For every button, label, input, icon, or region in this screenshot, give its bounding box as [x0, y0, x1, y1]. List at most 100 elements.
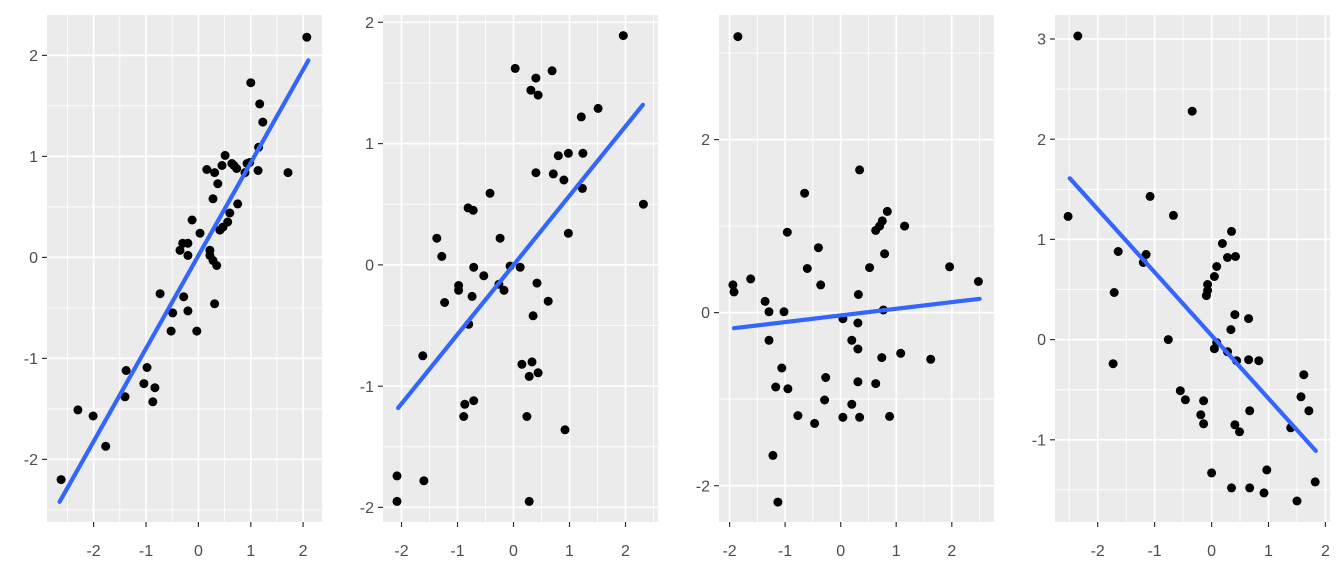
data-point: [543, 296, 553, 306]
y-tick-label: 2: [365, 15, 374, 32]
y-tick-label: 2: [1037, 132, 1046, 149]
data-point: [900, 221, 910, 231]
data-point: [813, 243, 823, 253]
data-point: [1113, 247, 1123, 256]
data-point: [246, 78, 256, 88]
data-point: [258, 117, 268, 127]
plot-area: [47, 15, 322, 522]
data-point: [1227, 226, 1236, 236]
data-point: [560, 425, 570, 435]
data-point: [1209, 272, 1219, 281]
data-point: [121, 366, 131, 375]
data-point: [515, 262, 525, 272]
data-point: [531, 73, 541, 83]
x-tick-label: 2: [299, 543, 308, 560]
data-point: [1230, 420, 1240, 430]
data-point: [524, 371, 534, 381]
data-point: [768, 450, 778, 460]
data-point: [215, 225, 225, 235]
x-tick-label: 0: [509, 543, 518, 560]
data-point: [1262, 465, 1272, 475]
data-point: [871, 379, 881, 389]
data-point: [192, 326, 202, 336]
y-tick-label: 0: [701, 305, 710, 322]
x-tick-label: -2: [394, 543, 408, 560]
y-tick-label: -2: [24, 452, 38, 469]
y-tick-label: 1: [29, 149, 38, 166]
data-point: [1199, 396, 1209, 406]
y-tick-label: 1: [365, 136, 374, 153]
data-point: [183, 238, 193, 248]
data-point: [202, 165, 212, 174]
data-point: [485, 188, 495, 198]
data-point: [302, 32, 312, 42]
data-point: [1254, 356, 1264, 366]
data-point: [225, 208, 235, 218]
data-point: [865, 263, 875, 273]
data-point: [1141, 250, 1151, 259]
data-point: [432, 233, 442, 243]
data-point: [1199, 419, 1209, 429]
scatter-panel-near-zero: -2 -1 0 1 2 -2 0 2: [672, 0, 1008, 576]
data-point: [1187, 106, 1197, 116]
scatter-chart: -2 -1 0 1 2 -1 0 1 2 3: [1032, 15, 1330, 560]
data-point: [1304, 406, 1314, 416]
data-point: [283, 168, 293, 178]
data-point: [853, 290, 863, 299]
data-point: [1109, 288, 1119, 297]
data-point: [853, 377, 863, 387]
data-point: [563, 148, 573, 158]
data-point: [1209, 344, 1219, 354]
data-point: [175, 245, 185, 255]
data-point: [1292, 496, 1302, 506]
data-point: [779, 307, 789, 317]
data-point: [1245, 483, 1255, 493]
data-point: [1231, 252, 1240, 261]
scatter-panel-strong-positive: -2 -1 0 1 2 -2 -1 0 1 2: [0, 0, 336, 576]
data-point: [618, 31, 628, 41]
x-tick-label: -2: [86, 543, 100, 560]
data-point: [764, 307, 774, 317]
scatter-chart: -2 -1 0 1 2 -2 0 2: [696, 15, 994, 560]
data-point: [1180, 395, 1190, 405]
data-point: [527, 357, 537, 367]
data-point: [764, 335, 774, 345]
data-point: [468, 205, 478, 215]
data-point: [460, 399, 470, 409]
data-point: [517, 359, 527, 369]
data-point: [255, 99, 265, 109]
x-tick-label: -2: [722, 543, 736, 560]
data-point: [1223, 253, 1232, 262]
data-point: [1145, 191, 1155, 201]
data-point: [101, 441, 111, 451]
data-point: [392, 471, 402, 481]
y-tick-label: 2: [701, 132, 710, 149]
data-point: [210, 299, 220, 309]
x-tick-label: 1: [892, 543, 901, 560]
data-point: [896, 348, 906, 358]
data-point: [522, 412, 532, 421]
data-point: [212, 261, 222, 270]
y-tick-label: -1: [24, 351, 38, 368]
data-point: [559, 175, 569, 185]
data-point: [139, 379, 149, 389]
data-point: [1226, 325, 1236, 335]
x-tick-label: 2: [1321, 543, 1330, 560]
data-point: [1310, 477, 1320, 487]
data-point: [479, 271, 489, 281]
data-point: [1296, 392, 1306, 402]
data-point: [532, 278, 542, 288]
y-tick-label: -2: [360, 500, 374, 517]
data-point: [217, 161, 227, 170]
x-tick-label: -1: [139, 543, 153, 560]
x-tick-label: 1: [565, 543, 574, 560]
data-point: [499, 285, 509, 295]
data-point: [838, 412, 848, 422]
y-tick-label: -1: [360, 379, 374, 396]
data-point: [800, 188, 810, 198]
data-point: [183, 250, 193, 260]
data-point: [926, 354, 936, 364]
data-point: [1244, 314, 1254, 324]
data-point: [528, 311, 538, 321]
data-point: [945, 262, 955, 272]
